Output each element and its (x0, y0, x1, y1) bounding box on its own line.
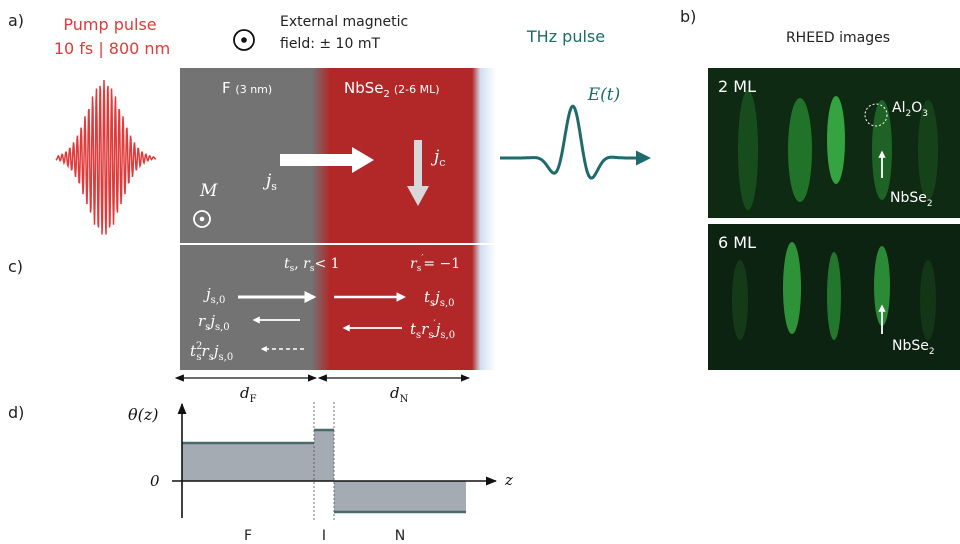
panel-label-c: c) (8, 257, 23, 276)
magnetization-label: M (199, 181, 218, 201)
thz-field-label: E(t) (587, 85, 621, 105)
profile-x-label: z (504, 471, 513, 489)
charge-current-arrow (407, 140, 429, 206)
region-label-n: N (395, 528, 405, 544)
magnetization-out-of-plane-icon (193, 210, 211, 228)
rheed-bottom-thickness: 6 ML (718, 233, 756, 252)
interface-coefficients: ts, rs< 1 (284, 256, 340, 274)
field-title: External magnetic (280, 14, 408, 30)
spin-current-arrow (280, 147, 374, 173)
pump-title: Pump pulse (63, 15, 156, 34)
profile-plot: θ(z) z 0 F I N (128, 402, 513, 544)
al2o3-spot-marker (864, 103, 888, 127)
panel-label-d: d) (8, 403, 24, 422)
profile-region-n (334, 481, 466, 512)
back-reflection-condition: rs′= −1 (410, 254, 460, 274)
ferro-thickness-label: dF (240, 384, 257, 405)
pump-spec: 10 fs | 800 nm (54, 39, 170, 58)
rheed-image-2ml (708, 68, 960, 218)
thz-pulse-wave (500, 104, 651, 180)
charge-current-label: jc (430, 147, 445, 169)
panel-label-b: b) (680, 7, 696, 26)
ferro-label: F (3 nm) (222, 79, 272, 97)
rheed-bottom-film-label: NbSe2 (892, 338, 935, 357)
nbse2-thickness-label: dN (390, 384, 409, 405)
multiple-reflection-label: t2 srsjs,0 (190, 341, 233, 363)
thz-title: THz pulse (526, 27, 605, 46)
transmitted-current-label: tsjs,0 (424, 288, 455, 309)
nbse2-layer (330, 68, 472, 370)
rheed-title: RHEED images (786, 30, 890, 46)
pump-pulse-wave (55, 79, 157, 235)
panel-label-a: a) (8, 11, 24, 30)
spin-current-label: js (262, 171, 277, 193)
al2o3-label: Al2O3 (892, 100, 928, 119)
substrate-edge (472, 68, 496, 370)
magnetization-dot-icon (199, 216, 205, 222)
nbse2-label: NbSe2 (2-6 ML) (344, 79, 440, 100)
rheed-top-film-label: NbSe2 (890, 190, 933, 209)
field-out-of-plane-icon (233, 29, 255, 51)
profile-y-label: θ(z) (128, 405, 159, 424)
region-label-i: I (322, 528, 326, 544)
incident-current-label: js,0 (203, 285, 225, 306)
field-value: field: ± 10 mT (280, 36, 380, 52)
profile-zero-label: 0 (150, 472, 160, 490)
reflected-current-label: rsjs,0 (198, 312, 230, 333)
rheed-top-thickness: 2 ML (718, 77, 756, 96)
profile-region-i (314, 430, 334, 481)
back-reflected-current-label: tsrs′js,0 (410, 319, 455, 341)
profile-region-f (182, 443, 314, 481)
interface-region (312, 68, 330, 370)
rheed-image-6ml (708, 224, 960, 370)
region-label-f: F (244, 528, 252, 544)
field-dot-icon (241, 37, 247, 43)
